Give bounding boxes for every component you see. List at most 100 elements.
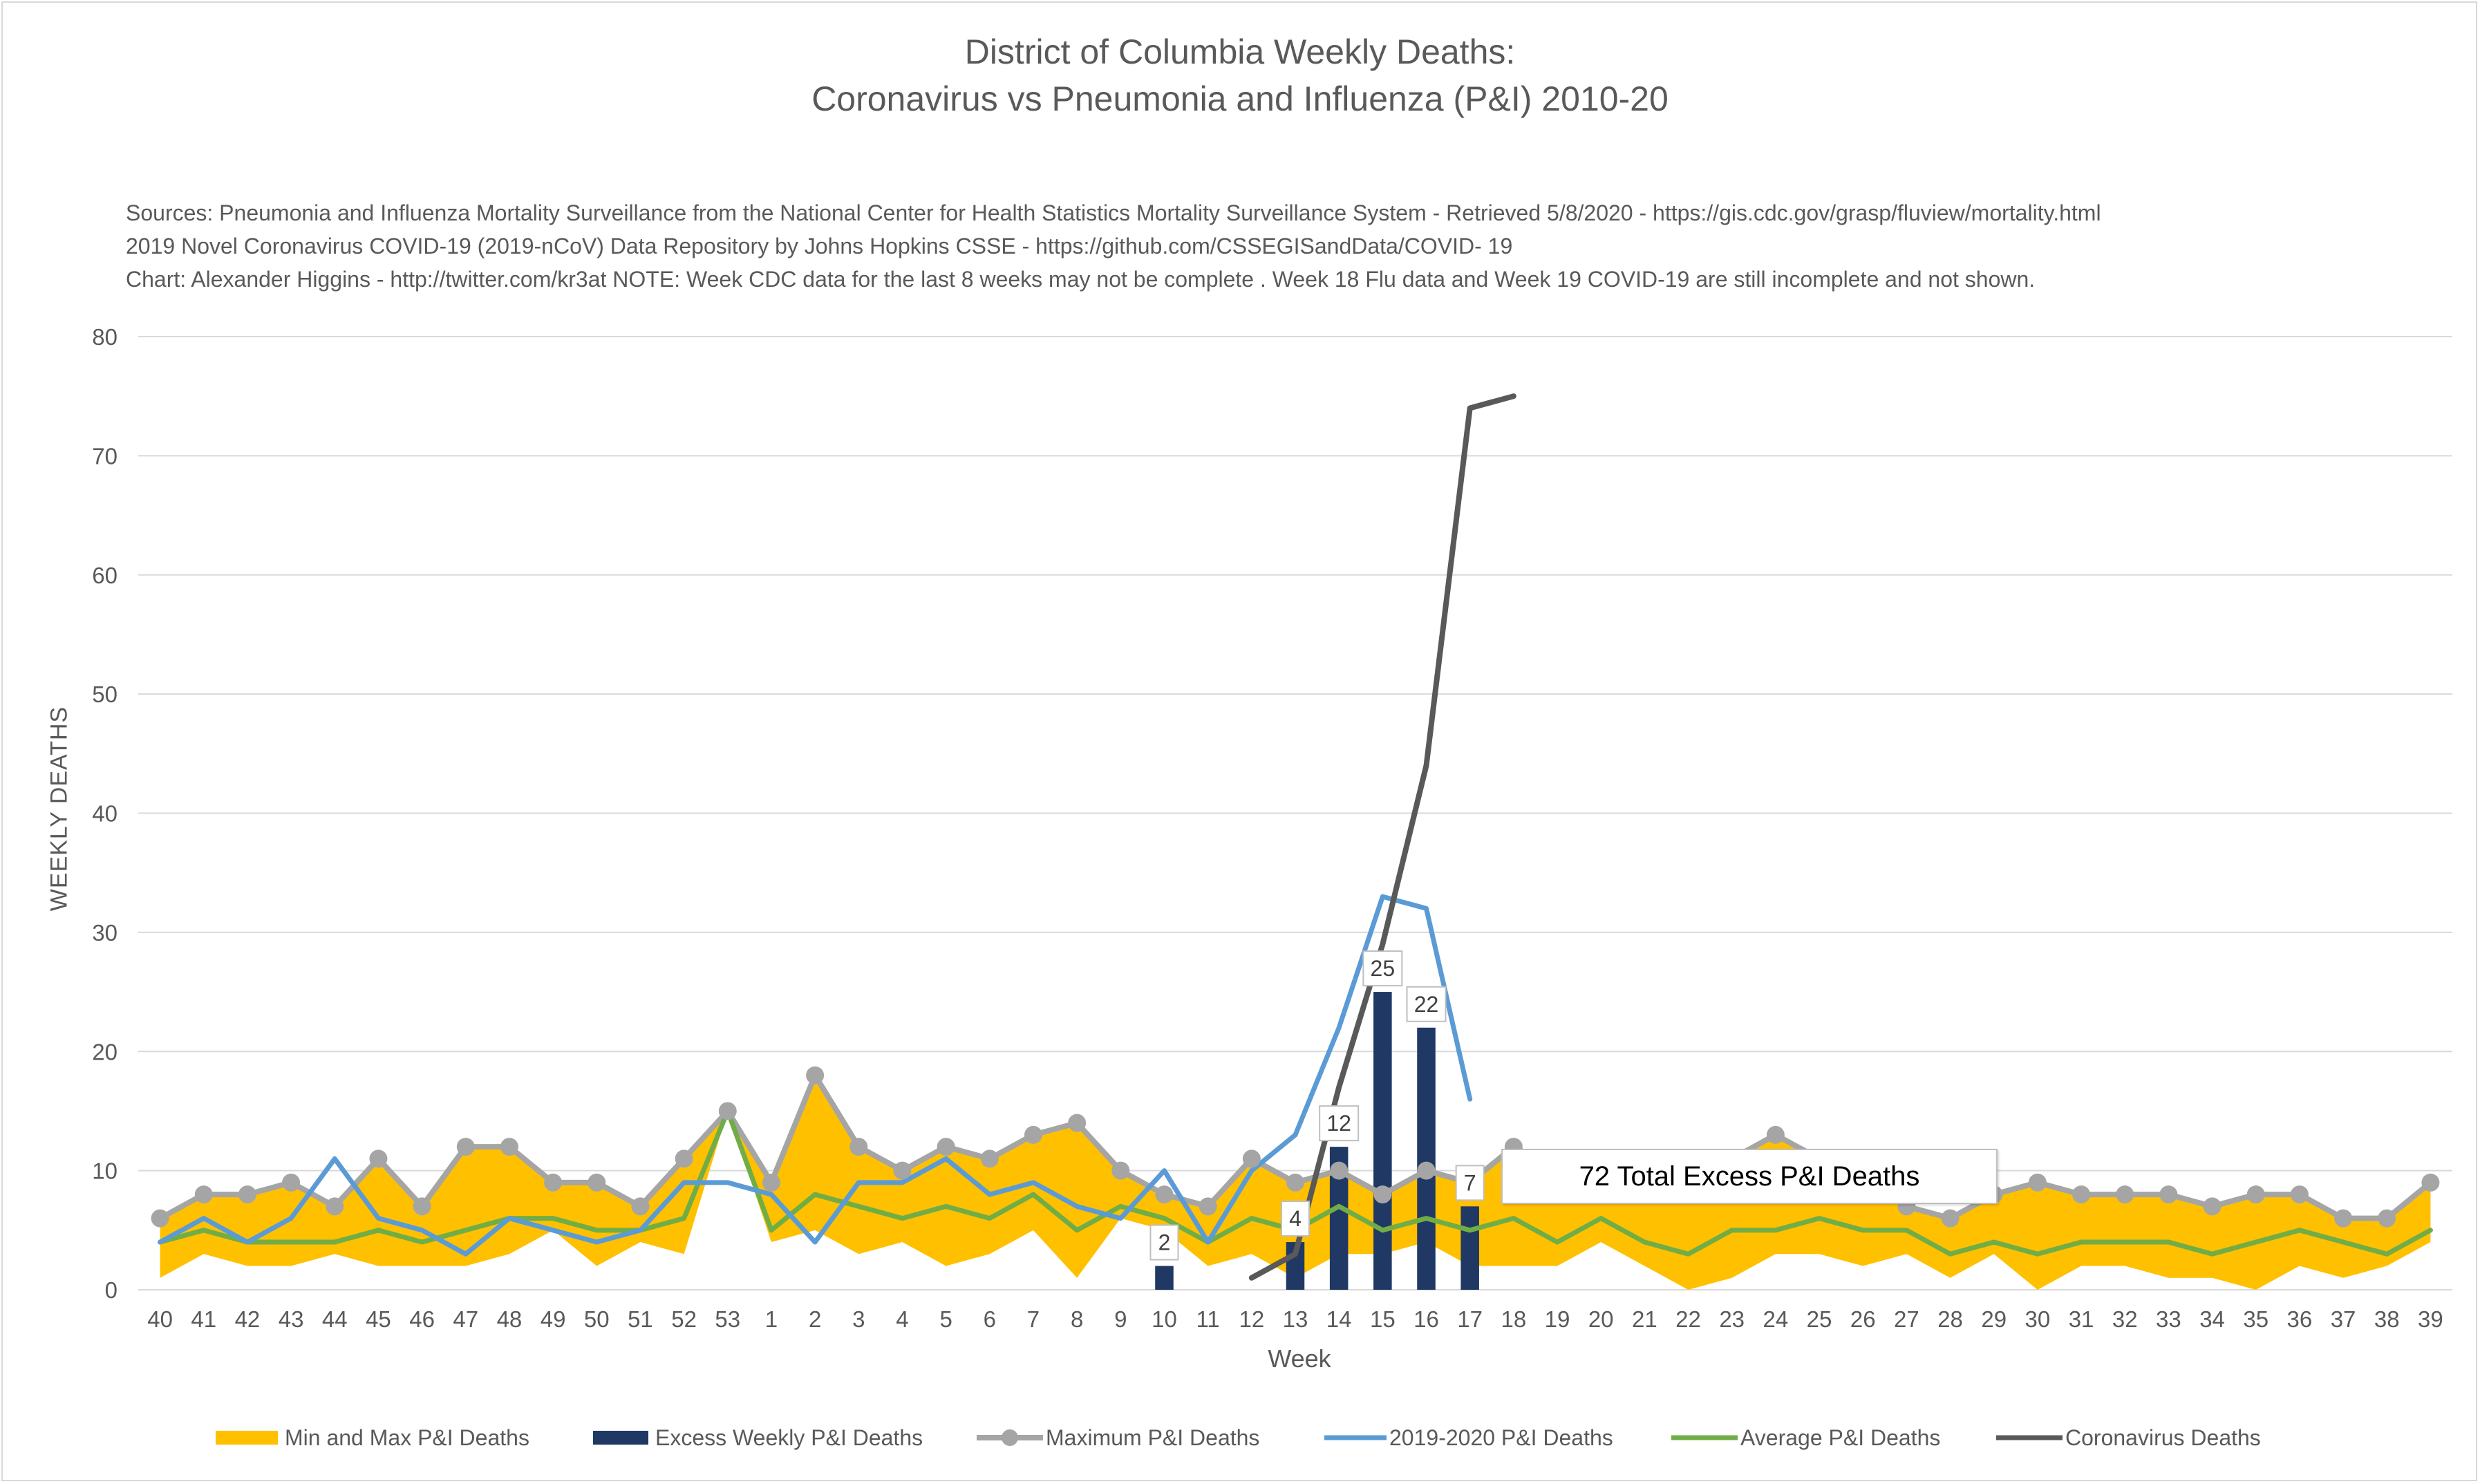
legend-label-range: Min and Max P&I Deaths <box>285 1425 529 1450</box>
x-tick-label: 2 <box>809 1306 821 1332</box>
maximum-marker <box>2290 1185 2309 1204</box>
x-tick-label: 45 <box>366 1306 391 1332</box>
maximum-marker <box>1199 1197 1217 1216</box>
maximum-marker <box>1068 1114 1087 1132</box>
maximum-marker <box>893 1161 912 1180</box>
maximum-marker <box>2421 1173 2440 1192</box>
x-tick-label: 38 <box>2374 1306 2400 1332</box>
maximum-marker <box>588 1173 606 1192</box>
sources-line-1: Sources: Pneumonia and Influenza Mortali… <box>126 200 2101 225</box>
maximum-marker <box>2072 1185 2091 1204</box>
x-tick-label: 33 <box>2156 1306 2181 1332</box>
x-tick-label: 26 <box>1850 1306 1876 1332</box>
x-tick-label: 18 <box>1501 1306 1526 1332</box>
x-tick-label: 12 <box>1239 1306 1264 1332</box>
y-tick-label-50: 50 <box>92 682 118 707</box>
legend-item-coronavirus: Coronavirus Deaths <box>1996 1420 2261 1455</box>
maximum-marker <box>326 1197 344 1216</box>
y-tick-label-30: 30 <box>92 920 118 946</box>
maximum-marker <box>2028 1173 2047 1192</box>
x-tick-label: 34 <box>2199 1306 2225 1332</box>
x-tick-label: 5 <box>939 1306 952 1332</box>
excess-bar <box>1417 1027 1436 1290</box>
x-tick-label: 10 <box>1152 1306 1177 1332</box>
legend-label-excess: Excess Weekly P&I Deaths <box>655 1425 923 1450</box>
y-tick-label-20: 20 <box>92 1039 118 1064</box>
maximum-marker <box>806 1066 825 1084</box>
x-tick-label: 23 <box>1719 1306 1745 1332</box>
x-tick-label: 30 <box>2025 1306 2051 1332</box>
maximum-marker <box>2159 1185 2178 1204</box>
legend-item-current: 2019-2020 P&I Deaths <box>1324 1420 1613 1455</box>
maximum-marker <box>1373 1185 1392 1204</box>
x-tick-label: 14 <box>1326 1306 1352 1332</box>
maximum-marker <box>2334 1209 2353 1228</box>
excess-data-label-box <box>1149 1224 1179 1261</box>
excess-data-label-box <box>1319 1105 1360 1142</box>
x-tick-label: 1 <box>765 1306 778 1332</box>
maximum-marker <box>762 1173 780 1192</box>
coronavirus-line <box>1248 393 1516 1281</box>
x-tick-label: 46 <box>409 1306 435 1332</box>
maximum-marker <box>2378 1209 2396 1228</box>
y-tick-label-10: 10 <box>92 1158 118 1184</box>
excess-data-label: 25 <box>1371 956 1396 981</box>
x-tick-label: 11 <box>1196 1306 1220 1332</box>
excess-data-label: 7 <box>1464 1170 1476 1195</box>
maximum-marker <box>369 1149 388 1168</box>
legend-item-excess: Excess Weekly P&I Deaths <box>593 1420 923 1455</box>
maximum-marker <box>1766 1125 1785 1144</box>
x-tick-label: 52 <box>671 1306 697 1332</box>
legend-label-current: 2019-2020 P&I Deaths <box>1389 1425 1613 1450</box>
legend-swatch-average <box>1671 1435 1738 1440</box>
maximum-marker <box>2246 1185 2265 1204</box>
sources-line-2: 2019 Novel Coronavirus COVID-19 (2019-nC… <box>126 234 1513 259</box>
x-tick-label: 6 <box>984 1306 996 1332</box>
excess-data-label: 2 <box>1158 1230 1171 1255</box>
maximum-marker <box>1024 1125 1042 1144</box>
maximum-marker <box>1155 1185 1174 1204</box>
excess-data-label: 4 <box>1289 1206 1302 1231</box>
x-tick-label: 40 <box>147 1306 173 1332</box>
maximum-marker <box>718 1102 737 1120</box>
maximum-marker <box>1111 1161 1130 1180</box>
excess-data-label: 12 <box>1326 1111 1351 1136</box>
legend-swatch-range <box>216 1431 278 1445</box>
excess-data-label-box <box>1406 986 1447 1022</box>
maximum-marker <box>238 1185 256 1204</box>
chart-title-line2: Coronavirus vs Pneumonia and Influenza (… <box>811 79 1669 118</box>
x-tick-label: 36 <box>2287 1306 2313 1332</box>
x-tick-label: 20 <box>1588 1306 1614 1332</box>
maximum-marker <box>2116 1185 2134 1204</box>
maximum-marker <box>194 1185 213 1204</box>
x-tick-label: 28 <box>1937 1306 1963 1332</box>
maximum-marker <box>1286 1173 1304 1192</box>
maximum-marker <box>456 1138 475 1156</box>
x-tick-label: 42 <box>235 1306 261 1332</box>
legend-label-coronavirus: Coronavirus Deaths <box>2065 1425 2261 1450</box>
excess-data-label: 22 <box>1414 992 1439 1017</box>
x-tick-label: 48 <box>497 1306 523 1332</box>
sources-line-3: Chart: Alexander Higgins - http://twitte… <box>126 267 2036 292</box>
y-tick-label-80: 80 <box>92 324 118 350</box>
x-tick-label: 15 <box>1370 1306 1396 1332</box>
x-tick-label: 25 <box>1807 1306 1832 1332</box>
x-tick-label: 22 <box>1675 1306 1701 1332</box>
excess-bar <box>1155 1266 1174 1290</box>
maximum-marker <box>1417 1161 1436 1180</box>
maximum-marker <box>151 1209 169 1228</box>
maximum-marker <box>282 1173 301 1192</box>
chart-title-line1: District of Columbia Weekly Deaths: <box>964 32 1516 71</box>
excess-data-label-box <box>1281 1201 1310 1237</box>
legend-item-range: Min and Max P&I Deaths <box>216 1420 529 1455</box>
maximum-marker <box>2203 1197 2221 1216</box>
excess-bar <box>1373 992 1392 1290</box>
x-tick-label: 29 <box>1981 1306 2007 1332</box>
x-tick-label: 35 <box>2243 1306 2268 1332</box>
maximum-marker <box>937 1138 955 1156</box>
legend-swatch-current <box>1324 1435 1387 1440</box>
excess-deaths-callout: 72 Total Excess P&I Deaths <box>1501 1149 1998 1204</box>
legend-swatch-maximum <box>977 1429 1043 1446</box>
x-tick-label: 17 <box>1457 1306 1483 1332</box>
